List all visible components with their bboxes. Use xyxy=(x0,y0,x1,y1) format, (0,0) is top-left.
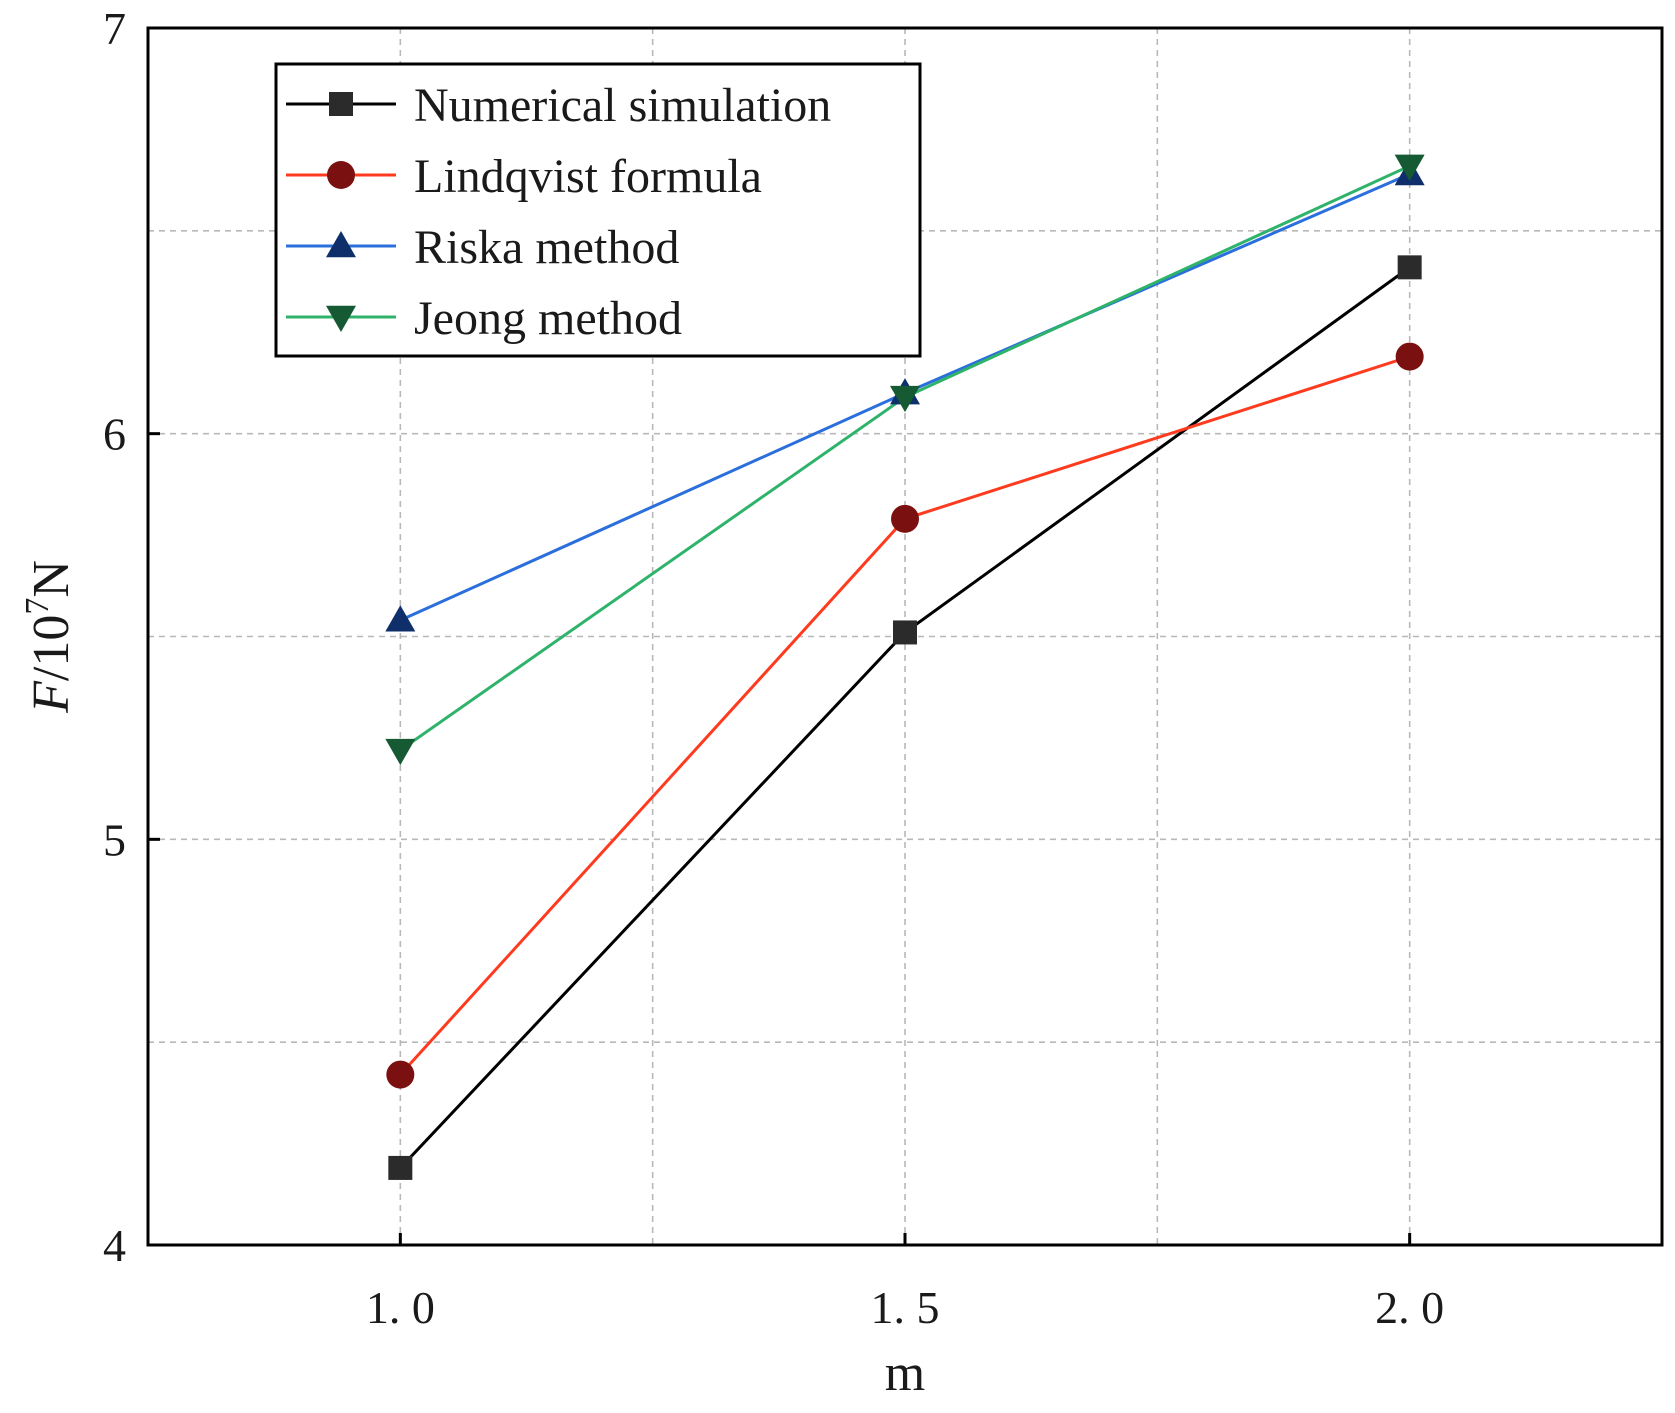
x-tick-label: 1. 5 xyxy=(871,1282,940,1333)
data-point xyxy=(890,385,920,413)
y-tick-label: 6 xyxy=(103,409,126,460)
legend-label: Lindqvist formula xyxy=(414,150,762,203)
y-axis-label-var: F xyxy=(23,680,80,714)
y-tick-label: 4 xyxy=(103,1220,126,1271)
legend-label: Riska method xyxy=(414,221,679,274)
legend-item: Lindqvist formula xyxy=(286,150,762,203)
data-point xyxy=(891,504,919,533)
series-markers-numerical-simulation xyxy=(388,255,1422,1180)
axis-ticks: 1. 0 1. 5 2. 0 4 5 6 7 xyxy=(103,3,1444,1333)
y-axis-label-prefix: /10 xyxy=(23,615,80,681)
data-point xyxy=(386,1060,415,1089)
data-point xyxy=(893,620,917,645)
data-point xyxy=(385,738,416,766)
x-tick-label: 2. 0 xyxy=(1375,1282,1444,1333)
y-tick-label: 7 xyxy=(103,3,126,54)
legend: Numerical simulation Lindqvist formula Ris… xyxy=(274,62,922,358)
y-axis-label-exponent: 7 xyxy=(19,598,56,615)
data-point xyxy=(1395,342,1424,371)
legend-item: Riska method xyxy=(286,221,679,274)
x-axis-label: m xyxy=(885,1345,925,1402)
y-tick-label: 5 xyxy=(103,814,126,865)
legend-marker xyxy=(326,231,356,258)
data-point xyxy=(388,1155,413,1180)
data-point xyxy=(1397,255,1422,280)
legend-marker xyxy=(327,161,355,189)
series-layer xyxy=(385,154,1425,1180)
legend-box xyxy=(274,62,922,358)
data-point xyxy=(385,605,416,632)
legend-marker xyxy=(329,92,353,116)
legend-marker xyxy=(326,305,356,332)
x-tick-label: 1. 0 xyxy=(366,1282,435,1333)
y-axis-label-suffix: N xyxy=(23,560,80,598)
legend-item: Jeong method xyxy=(286,292,682,345)
series-markers-jeong-method xyxy=(385,154,1425,766)
y-axis-label: F/107N xyxy=(19,560,80,714)
legend-label: Jeong method xyxy=(414,292,682,345)
series-markers-lindqvist-formula xyxy=(386,342,1424,1089)
legend-label: Numerical simulation xyxy=(414,79,831,132)
legend-item: Numerical simulation xyxy=(286,79,831,132)
data-point xyxy=(1394,154,1425,181)
